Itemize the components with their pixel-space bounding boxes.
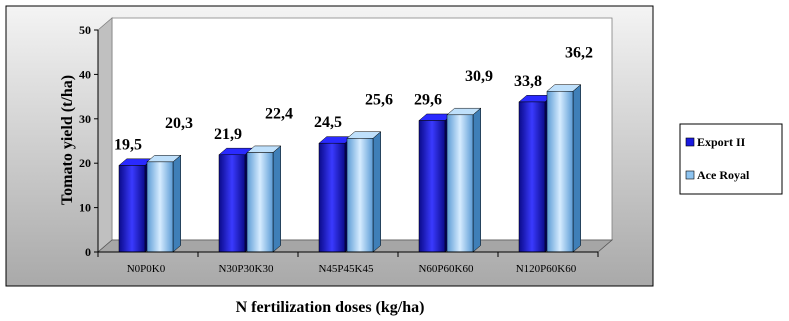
bar-front <box>546 91 574 253</box>
data-label: 33,8 <box>514 73 542 90</box>
data-label: 20,3 <box>165 115 193 132</box>
bar-front <box>218 154 246 253</box>
side-wall <box>97 17 113 253</box>
bar-side <box>472 107 481 253</box>
y-ticks: 0 10 20 30 40 50 <box>79 23 98 259</box>
bar-side <box>272 145 281 253</box>
x-tick-label: N60P60K60 <box>418 263 474 275</box>
data-labels: 19,5 20,3 21,9 22,4 24,5 25,6 29,6 30,9 33,8 36,2 <box>114 44 593 153</box>
legend-swatch-ace-royal <box>685 170 695 180</box>
x-tick-label: N120P60K60 <box>516 263 577 275</box>
data-label: 22,4 <box>265 106 293 123</box>
bar-n45p45k45-ace-royal <box>346 131 382 253</box>
y-tick-label: 30 <box>79 112 91 126</box>
legend: Export II Ace Royal <box>679 123 783 195</box>
data-label: 30,9 <box>465 68 493 85</box>
bar-front <box>246 152 274 253</box>
legend-label-export-ii: Export II <box>697 135 746 149</box>
x-tick-label: N0P0K0 <box>127 263 166 275</box>
y-tick-label: 40 <box>79 67 91 81</box>
x-tick-label: N45P45K45 <box>318 263 374 275</box>
bar-side <box>372 131 381 253</box>
bar-n120p60k60-ace-royal <box>546 84 582 253</box>
data-label: 21,9 <box>214 126 242 143</box>
y-axis-title: Tomato yield (t/ha) <box>59 75 76 205</box>
bar-side <box>572 84 581 253</box>
legend-swatch-export-ii <box>685 137 695 147</box>
x-ticks: N0P0K0 N30P30K30 N45P45K45 N60P60K60 N120P60… <box>97 251 599 275</box>
y-tick-label: 20 <box>79 156 91 170</box>
y-tick-label: 0 <box>85 245 91 259</box>
bar-front <box>518 101 546 253</box>
bar-front <box>118 165 146 253</box>
y-tick-label: 10 <box>79 201 91 215</box>
data-label: 29,6 <box>414 92 442 109</box>
bar-n0p0k0-ace-royal <box>146 154 182 253</box>
bar-side <box>172 154 181 253</box>
data-label: 36,2 <box>565 44 593 61</box>
bar-front <box>418 120 446 253</box>
bars <box>118 84 582 253</box>
legend-label-ace-royal: Ace Royal <box>697 168 750 182</box>
x-tick-label: N30P30K30 <box>218 263 274 275</box>
bar-n30p30k30-ace-royal <box>246 145 282 253</box>
y-tick-label: 50 <box>79 23 91 37</box>
bar-front <box>446 114 474 253</box>
bar-front <box>146 161 174 253</box>
bar-front <box>318 142 346 253</box>
data-label: 19,5 <box>114 136 142 153</box>
bar-front <box>346 138 374 253</box>
bar-n60p60k60-ace-royal <box>446 107 482 253</box>
data-label: 24,5 <box>314 114 342 131</box>
legend-box <box>679 123 783 195</box>
x-axis-title: N fertilization doses (kg/ha) <box>236 299 425 316</box>
data-label: 25,6 <box>365 91 393 108</box>
